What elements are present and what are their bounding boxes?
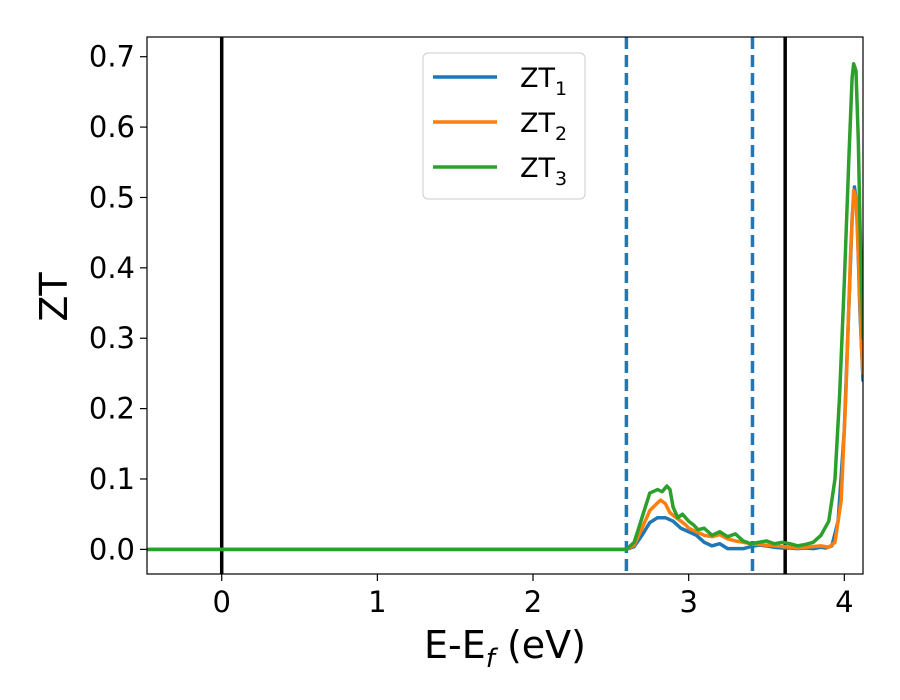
legend: ZT1 ZT2 ZT3	[422, 52, 586, 200]
x-tick-label: 1	[368, 585, 386, 619]
x-tick-label: 0	[212, 585, 230, 619]
reference-lines	[219, 37, 787, 574]
legend-label-zt3: ZT3	[520, 153, 567, 190]
y-tick-label: 0.7	[89, 40, 135, 74]
legend-label-zt1: ZT1	[520, 63, 567, 100]
y-tick-label: 0.5	[89, 180, 135, 214]
plot-frame	[146, 36, 864, 575]
x-axis-label: E-Ef (eV)	[424, 623, 586, 674]
x-tick-label: 3	[679, 585, 697, 619]
x-axis-label-unit: (eV)	[495, 623, 586, 667]
y-axis-label: ZT	[32, 272, 76, 322]
x-tick-label: 2	[524, 585, 542, 619]
y-tick-label: 0.3	[89, 321, 135, 355]
y-tick-label: 0.0	[89, 532, 135, 566]
series-lines	[147, 61, 863, 552]
series-line-zt3	[147, 61, 863, 552]
legend-box	[422, 52, 586, 200]
x-axis: 0 1 2 3 4	[212, 574, 854, 619]
x-tick-label: 4	[835, 585, 853, 619]
y-axis: 0.0 0.1 0.2 0.3 0.4 0.5 0.6 0.7	[89, 40, 147, 566]
y-tick-label: 0.6	[89, 110, 135, 144]
y-tick-label: 0.4	[89, 251, 135, 285]
legend-label-zt2: ZT2	[520, 108, 567, 145]
y-tick-label: 0.2	[89, 392, 135, 426]
y-tick-label: 0.1	[89, 462, 135, 496]
